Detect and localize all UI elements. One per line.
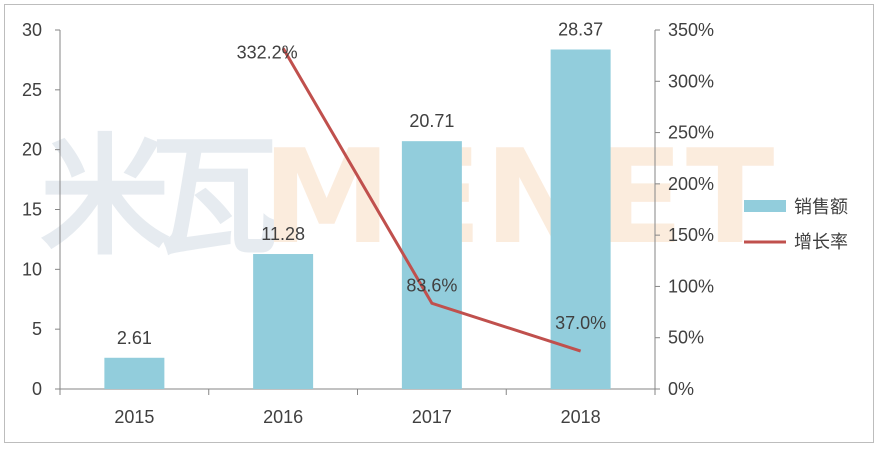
legend-label-bar: 销售额 <box>794 197 848 217</box>
legend-swatch-bar <box>744 200 786 212</box>
y-left-tick-label: 0 <box>32 379 42 399</box>
x-tick-label: 2018 <box>561 407 601 427</box>
bar-data-label: 20.71 <box>409 111 454 131</box>
bar <box>550 49 611 389</box>
growth-rate-line <box>281 47 582 353</box>
watermark-logo: 米 瓦 MENET <box>40 121 776 273</box>
x-tick-label: 2017 <box>412 407 452 427</box>
bar <box>401 141 462 389</box>
y-right-tick-label: 150% <box>668 225 714 245</box>
line-data-label: 332.2% <box>237 42 298 62</box>
y-left-tick-label: 15 <box>22 200 42 220</box>
y-right-tick-label: 50% <box>668 328 704 348</box>
line-data-label: 83.6% <box>406 275 457 295</box>
y-left-tick-label: 10 <box>22 259 42 279</box>
bar-data-label: 11.28 <box>261 224 305 244</box>
legend-label-line: 增长率 <box>794 232 848 252</box>
watermark-glyph: 米 <box>40 121 170 273</box>
y-left-tick-label: 30 <box>22 20 42 40</box>
bar-data-label: 2.61 <box>117 328 152 348</box>
line-data-label: 37.0% <box>555 313 606 333</box>
bar <box>253 254 314 389</box>
y-right-tick-label: 0% <box>668 379 694 399</box>
y-right-tick-label: 250% <box>668 123 714 143</box>
y-right-tick-label: 100% <box>668 276 714 296</box>
y-right-tick-label: 200% <box>668 174 714 194</box>
bar-data-label: 28.37 <box>558 20 603 40</box>
bar <box>104 357 165 389</box>
y-left-tick-label: 20 <box>22 140 42 160</box>
watermark-text: MENET <box>262 121 776 273</box>
y-right-tick-label: 350% <box>668 20 714 40</box>
x-tick-label: 2015 <box>114 407 154 427</box>
x-tick-label: 2016 <box>263 407 303 427</box>
y-left-tick-label: 5 <box>32 319 42 339</box>
y-left-tick-label: 25 <box>22 80 42 100</box>
watermark-glyph: 瓦 <box>150 121 280 273</box>
y-right-tick-label: 300% <box>668 71 714 91</box>
